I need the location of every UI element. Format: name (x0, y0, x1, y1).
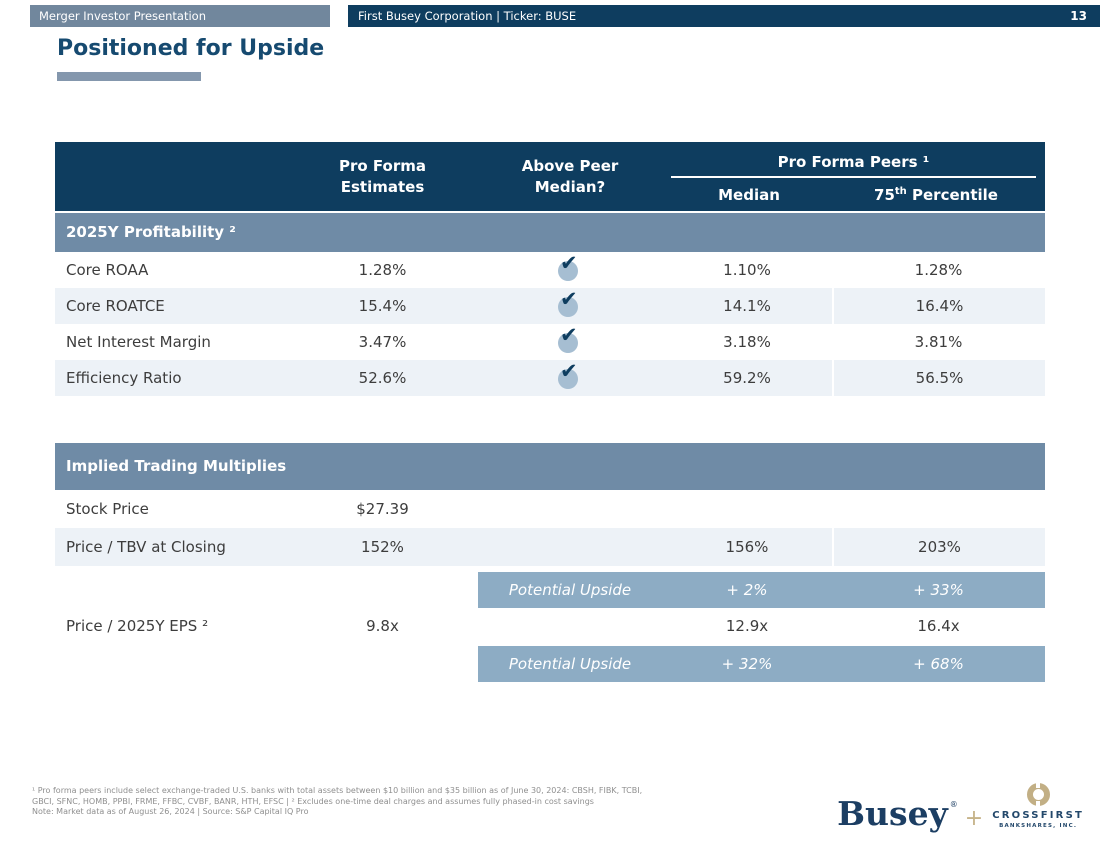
footnotes: ¹ Pro forma peers include select exchang… (32, 786, 812, 818)
check-icon: ✔ (558, 253, 582, 282)
crossfirst-ring-icon (1026, 783, 1050, 806)
table-row: Core ROAA 1.28% ✔ 1.10% 1.28% (55, 252, 1045, 288)
section-header-profitability: 2025Y Profitability ² (55, 213, 1045, 252)
title-accent-bar (57, 72, 201, 81)
plus-icon: + (964, 806, 984, 831)
table-row: Price / 2025Y EPS ² 9.8x 12.9x 16.4x (66, 617, 960, 635)
table-row: Core ROATCE 15.4% ✔ 14.1% 16.4% (55, 288, 1045, 324)
table1-header-empty (55, 142, 310, 211)
check-icon: ✔ (558, 289, 582, 318)
header-right-bar: First Busey Corporation | Ticker: BUSE 1… (348, 5, 1100, 27)
col-header-75th-percentile: 75th Percentile (874, 185, 998, 204)
page-number: 13 (1070, 9, 1087, 23)
crossfirst-logo: CROSSFIRST BANKSHARES, INC. (992, 783, 1084, 829)
trading-multiples-table: Implied Trading Multiplies Stock Price $… (55, 443, 1045, 682)
potential-upside-band-eps: Potential Upside + 32% + 68% (478, 646, 1045, 682)
peers-underline (671, 176, 1036, 178)
footnote-line-2: GBCI, SFNC, HOMB, PPBI, FRME, FFBC, CVBF… (32, 796, 594, 806)
deck-title: Merger Investor Presentation (39, 9, 206, 23)
check-icon: ✔ (558, 361, 582, 390)
table-row: Stock Price $27.39 (66, 500, 409, 518)
header-left-bar: Merger Investor Presentation (30, 5, 330, 27)
table1-header-row: Pro Forma Estimates Above Peer Median? P… (55, 142, 1045, 211)
table-row: Net Interest Margin 3.47% ✔ 3.18% 3.81% (55, 324, 1045, 360)
slide-title: Positioned for Upside (57, 36, 325, 61)
footnote-line-1: ¹ Pro forma peers include select exchang… (32, 786, 643, 795)
col-header-above-peer-median: Above Peer Median? (521, 156, 619, 196)
potential-upside-band-tbv: Potential Upside + 2% + 33% (478, 572, 1045, 608)
busey-logo: Busey ® (837, 794, 958, 833)
col-header-median: Median (718, 185, 780, 204)
col-header-proforma-peers-group: Pro Forma Peers ¹ Median 75th Percentile (662, 142, 1045, 211)
profitability-table: Pro Forma Estimates Above Peer Median? P… (55, 142, 1045, 396)
table-row: Price / TBV at Closing 152% 156% 203% (55, 528, 1045, 566)
section-header-implied-trading: Implied Trading Multiplies (55, 443, 1045, 490)
registered-mark-icon: ® (949, 800, 958, 809)
check-icon: ✔ (558, 325, 582, 354)
logo-area: Busey ® + CROSSFIRST BANKSHARES, INC. (837, 783, 1084, 830)
col-header-proforma-estimates: Pro Forma Estimates (338, 156, 426, 196)
footnote-line-3: Note: Market data as of August 26, 2024 … (32, 807, 309, 816)
table-row: Efficiency Ratio 52.6% ✔ 59.2% 56.5% (55, 360, 1045, 396)
company-ticker-label: First Busey Corporation | Ticker: BUSE (358, 9, 577, 23)
